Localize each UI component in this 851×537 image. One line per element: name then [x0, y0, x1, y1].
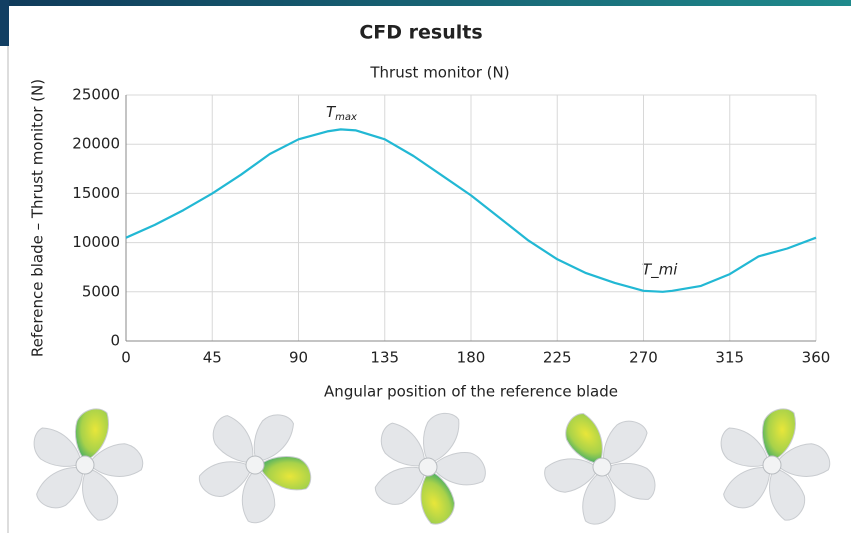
x-axis-label: Angular position of the reference blade — [324, 383, 618, 401]
annotation: Tmax — [326, 103, 357, 124]
chart: CFD results Thrust monitor (N) Reference… — [0, 0, 851, 533]
side-tab — [0, 0, 9, 46]
x-tick-label: 315 — [715, 349, 744, 367]
x-tick-label: 360 — [802, 349, 831, 367]
y-tick-label: 10000 — [72, 233, 120, 251]
x-tick-label: 90 — [289, 349, 308, 367]
propeller — [524, 390, 683, 533]
page: CFD results Thrust monitor (N) Reference… — [0, 0, 851, 533]
chart-subtitle: Thrust monitor (N) — [369, 64, 509, 82]
annotation: T_mi — [642, 261, 678, 280]
chart-title: CFD results — [359, 22, 482, 44]
top-bar — [0, 0, 851, 6]
propeller-hub — [763, 456, 781, 474]
y-tick-label: 25000 — [72, 86, 120, 104]
annotation-subscript: max — [335, 112, 357, 123]
propeller-images — [29, 390, 833, 533]
y-tick-label: 5000 — [82, 282, 120, 300]
y-tick-label: 20000 — [72, 135, 120, 153]
x-tick-label: 0 — [121, 349, 131, 367]
x-tick-label: 135 — [370, 349, 399, 367]
propeller — [716, 409, 833, 524]
x-tick-label: 45 — [203, 349, 222, 367]
propeller — [29, 409, 146, 524]
propeller-hub — [76, 456, 94, 474]
propeller — [182, 393, 331, 533]
propeller — [362, 402, 497, 533]
x-tick-label: 270 — [629, 349, 658, 367]
x-tick-label: 225 — [543, 349, 572, 367]
y-axis-label: Reference blade – Thrust monitor (N) — [29, 79, 47, 357]
y-tick-label: 0 — [110, 332, 120, 350]
x-tick-label: 180 — [457, 349, 486, 367]
y-tick-label: 15000 — [72, 184, 120, 202]
